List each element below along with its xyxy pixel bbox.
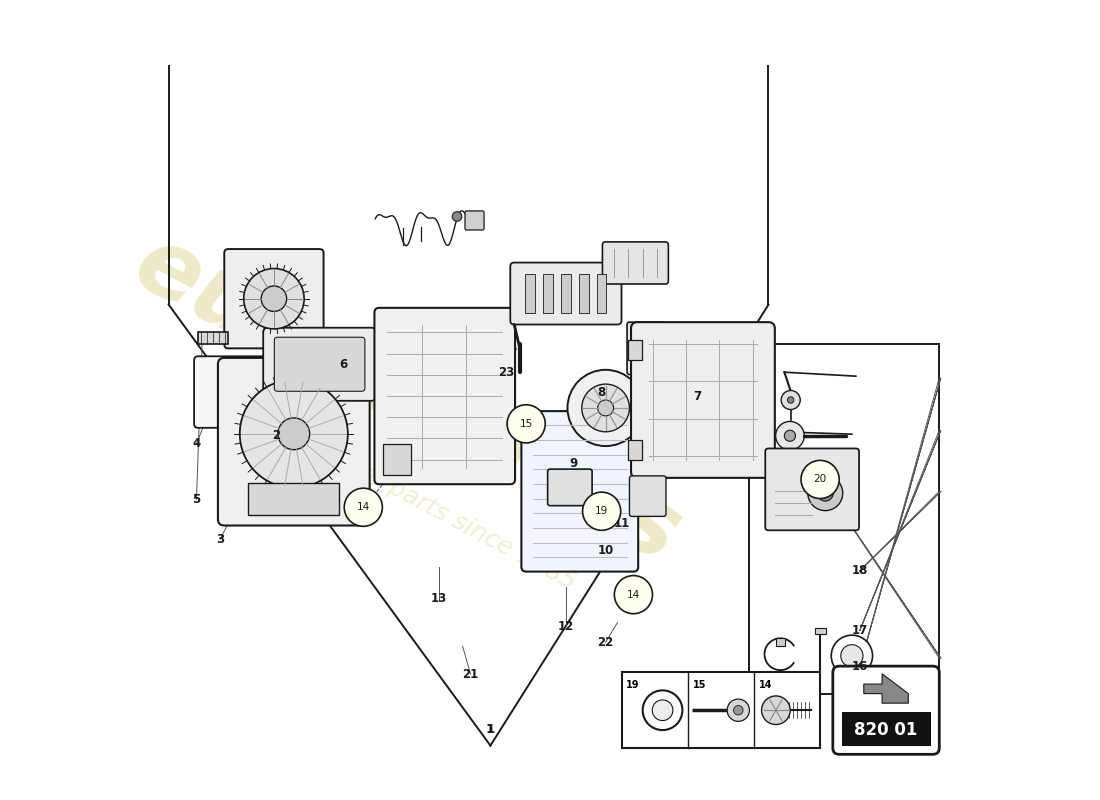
Circle shape — [761, 696, 790, 725]
Text: 1: 1 — [486, 723, 495, 736]
Bar — [561, 274, 571, 313]
FancyBboxPatch shape — [629, 476, 666, 516]
Circle shape — [344, 488, 383, 526]
Text: 18: 18 — [851, 564, 868, 578]
Circle shape — [788, 397, 794, 403]
Bar — [842, 712, 931, 746]
Circle shape — [261, 286, 287, 311]
Text: 23: 23 — [498, 366, 515, 378]
Text: 10: 10 — [597, 545, 614, 558]
Circle shape — [582, 384, 629, 432]
Text: 7: 7 — [693, 390, 701, 402]
FancyBboxPatch shape — [218, 358, 370, 526]
Text: 8: 8 — [597, 386, 606, 398]
Bar — [776, 638, 785, 646]
Circle shape — [452, 212, 462, 222]
FancyBboxPatch shape — [521, 411, 638, 571]
Bar — [249, 483, 340, 515]
Bar — [628, 341, 642, 360]
Circle shape — [776, 422, 804, 450]
Bar — [628, 440, 642, 459]
Text: a passion for parts since 1985: a passion for parts since 1985 — [234, 396, 580, 594]
Text: 11: 11 — [614, 517, 629, 530]
Circle shape — [597, 400, 614, 416]
Circle shape — [784, 430, 795, 442]
Bar — [198, 333, 229, 344]
FancyBboxPatch shape — [603, 242, 669, 284]
Text: 14: 14 — [759, 681, 772, 690]
Text: 19: 19 — [595, 506, 608, 516]
Text: 14: 14 — [356, 502, 370, 512]
Text: 19: 19 — [626, 681, 640, 690]
Bar — [526, 274, 535, 313]
Circle shape — [507, 405, 546, 443]
Text: 20: 20 — [814, 474, 827, 485]
Circle shape — [840, 645, 864, 667]
FancyBboxPatch shape — [631, 322, 774, 478]
Text: euroSPares: euroSPares — [119, 218, 695, 582]
Circle shape — [614, 575, 652, 614]
Text: 5: 5 — [192, 493, 200, 506]
FancyBboxPatch shape — [766, 449, 859, 530]
Circle shape — [832, 635, 872, 677]
Text: 1: 1 — [486, 723, 495, 736]
Circle shape — [240, 380, 348, 488]
Text: 3: 3 — [217, 533, 224, 546]
Text: 12: 12 — [558, 620, 574, 633]
FancyBboxPatch shape — [274, 338, 365, 391]
Circle shape — [278, 418, 310, 450]
Bar — [579, 274, 588, 313]
Circle shape — [652, 700, 673, 721]
Text: 14: 14 — [627, 590, 640, 600]
Text: 2: 2 — [272, 430, 280, 442]
Circle shape — [568, 370, 644, 446]
FancyBboxPatch shape — [510, 262, 622, 325]
FancyBboxPatch shape — [833, 666, 939, 754]
Text: 6: 6 — [339, 358, 348, 370]
Text: 820 01: 820 01 — [855, 721, 917, 739]
FancyBboxPatch shape — [263, 328, 376, 401]
Circle shape — [781, 390, 801, 410]
Circle shape — [642, 690, 682, 730]
Circle shape — [244, 269, 304, 329]
FancyBboxPatch shape — [548, 469, 592, 506]
Bar — [597, 274, 606, 313]
Bar — [383, 444, 411, 475]
FancyBboxPatch shape — [465, 211, 484, 230]
Text: 22: 22 — [597, 636, 614, 649]
Bar — [621, 673, 821, 748]
Text: 21: 21 — [462, 667, 478, 681]
Text: 13: 13 — [431, 592, 447, 605]
Polygon shape — [864, 674, 909, 703]
FancyBboxPatch shape — [374, 308, 515, 484]
Text: 15: 15 — [693, 681, 706, 690]
Circle shape — [583, 492, 620, 530]
Text: 15: 15 — [519, 419, 532, 429]
Text: 16: 16 — [851, 660, 868, 673]
Circle shape — [807, 476, 843, 510]
Circle shape — [817, 486, 833, 501]
Bar — [814, 628, 826, 634]
Text: 9: 9 — [570, 457, 578, 470]
Text: 17: 17 — [851, 624, 868, 637]
Circle shape — [734, 706, 744, 715]
Circle shape — [727, 699, 749, 722]
FancyBboxPatch shape — [194, 356, 289, 428]
Text: 4: 4 — [192, 437, 200, 450]
Bar — [543, 274, 553, 313]
Circle shape — [801, 460, 839, 498]
FancyBboxPatch shape — [627, 322, 663, 374]
FancyBboxPatch shape — [224, 249, 323, 348]
